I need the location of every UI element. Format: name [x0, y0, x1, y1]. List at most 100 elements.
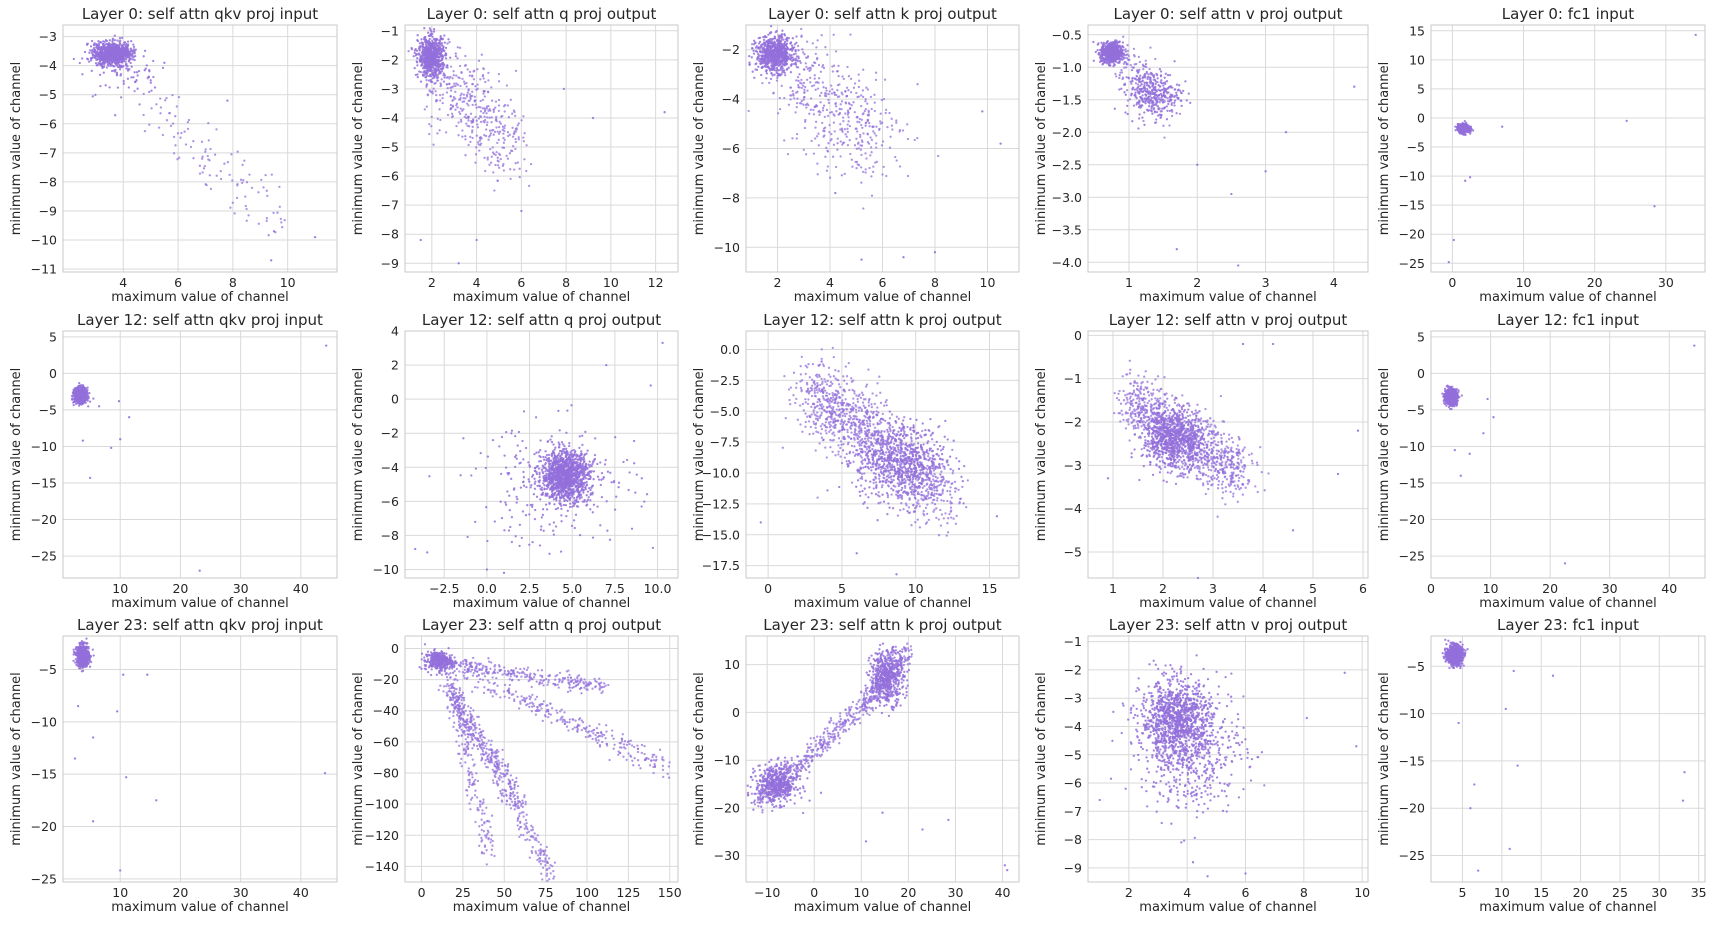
scatter-point	[792, 94, 794, 96]
scatter-point	[111, 41, 113, 43]
scatter-point	[826, 109, 828, 111]
scatter-point	[474, 85, 476, 87]
scatter-point	[811, 64, 813, 66]
scatter-point	[494, 164, 496, 166]
scatter-point	[881, 99, 883, 101]
scatter-point	[248, 173, 250, 175]
scatter-point	[432, 144, 434, 146]
scatter-point	[817, 173, 819, 175]
scatter-point	[760, 74, 762, 76]
scatter-point	[1119, 45, 1121, 47]
scatter-point	[442, 102, 444, 104]
scatter-point	[126, 46, 128, 48]
scatter-point	[1144, 73, 1146, 75]
y-tick-label: −7	[39, 145, 57, 160]
scatter-point	[442, 46, 444, 48]
scatter-point	[816, 162, 818, 164]
scatter-point	[757, 66, 759, 68]
scatter-point	[1161, 82, 1163, 84]
scatter-point	[1159, 85, 1161, 87]
scatter-point	[847, 131, 849, 133]
scatter-point	[1117, 45, 1119, 47]
scatter-point	[885, 109, 887, 111]
scatter-point	[1154, 86, 1156, 88]
scatter-point	[1156, 96, 1158, 98]
scatter-point	[839, 123, 841, 125]
scatter-point	[420, 71, 422, 73]
scatter-point	[862, 89, 864, 91]
scatter-point	[111, 70, 113, 72]
scatter-point	[832, 156, 834, 158]
scatter-point	[789, 42, 791, 44]
scatter-point	[784, 72, 786, 74]
scatter-point	[486, 105, 488, 107]
scatter-point	[781, 61, 783, 63]
scatter-point	[502, 137, 504, 139]
scatter-point	[160, 106, 162, 108]
scatter-point	[755, 50, 757, 52]
scatter-point	[838, 83, 840, 85]
scatter-point	[433, 82, 435, 84]
scatter-point	[832, 70, 834, 72]
scatter-point	[860, 149, 862, 151]
scatter-point	[439, 53, 441, 55]
scatter-point	[880, 122, 882, 124]
scatter-point	[107, 50, 109, 52]
scatter-point	[445, 47, 447, 49]
scatter-point	[872, 171, 874, 173]
scatter-point	[784, 48, 786, 50]
scatter-point	[855, 92, 857, 94]
scatter-point	[837, 65, 839, 67]
scatter-point	[99, 62, 101, 64]
scatter-point	[1125, 66, 1127, 68]
scatter-point	[1140, 105, 1142, 107]
scatter-point	[437, 79, 439, 81]
scatter-point	[1169, 99, 1171, 101]
scatter-point	[246, 181, 248, 183]
scatter-point	[81, 57, 83, 59]
scatter-point	[483, 157, 485, 159]
scatter-point	[1472, 129, 1474, 131]
scatter-point	[92, 54, 94, 56]
scatter-point	[780, 59, 782, 61]
scatter-point	[166, 119, 168, 121]
scatter-point	[473, 70, 475, 72]
scatter-point	[441, 97, 443, 99]
scatter-point	[114, 39, 116, 41]
scatter-point	[1122, 53, 1124, 55]
scatter-point	[270, 259, 272, 261]
scatter-point	[519, 176, 521, 178]
scatter-point	[487, 156, 489, 158]
scatter-point	[240, 179, 242, 181]
scatter-point	[1170, 93, 1172, 95]
scatter-point	[484, 81, 486, 83]
scatter-point	[1157, 108, 1159, 110]
scatter-point	[243, 160, 245, 162]
scatter-point	[236, 197, 238, 199]
scatter-point	[1118, 77, 1120, 79]
scatter-point	[514, 148, 516, 150]
scatter-point	[1155, 118, 1157, 120]
scatter-point	[792, 90, 794, 92]
scatter-point	[1156, 111, 1158, 113]
scatter-point	[836, 142, 838, 144]
scatter-point	[767, 42, 769, 44]
scatter-point	[832, 113, 834, 115]
scatter-point	[497, 180, 499, 182]
scatter-point	[420, 239, 422, 241]
x-axis-label: maximum value of channel	[1139, 290, 1316, 305]
scatter-point	[471, 137, 473, 139]
scatter-point	[425, 61, 427, 63]
scatter-point	[493, 153, 495, 155]
scatter-point	[134, 81, 136, 83]
scatter-point	[1186, 99, 1188, 101]
scatter-point	[1146, 88, 1148, 90]
scatter-point	[187, 128, 189, 130]
scatter-point	[475, 104, 477, 106]
scatter-point	[772, 65, 774, 67]
scatter-point	[867, 141, 869, 143]
scatter-point	[791, 60, 793, 62]
scatter-point	[165, 97, 167, 99]
scatter-point	[172, 122, 174, 124]
